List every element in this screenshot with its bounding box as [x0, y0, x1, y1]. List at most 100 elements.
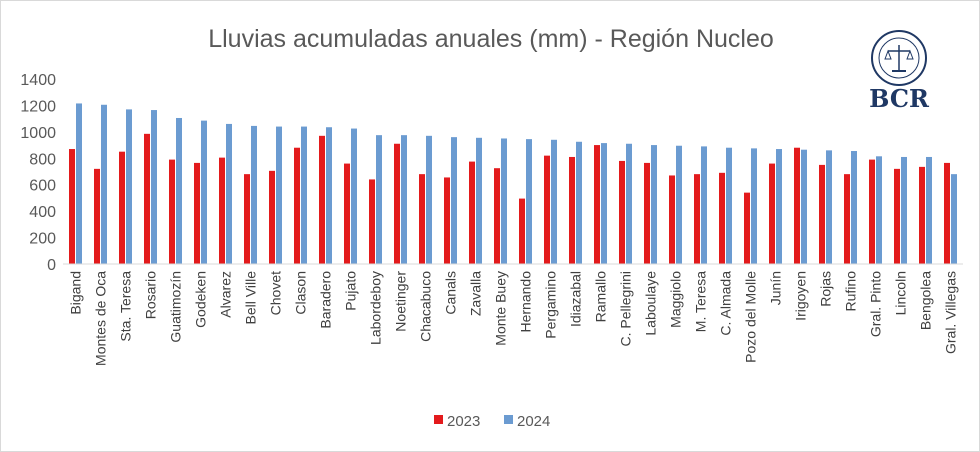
x-tick-label: Alvarez — [218, 271, 234, 318]
bar-2023-guatimoz-n — [169, 159, 175, 264]
y-tick-label: 1000 — [20, 125, 56, 142]
legend: 2023 2024 — [434, 413, 550, 430]
y-tick-label: 400 — [29, 204, 56, 221]
x-tick-label: Rosario — [143, 271, 159, 319]
legend-swatch-2023 — [434, 415, 443, 424]
bar-2023-pozo-del-molle — [744, 192, 750, 264]
y-axis: 0 200 400 600 800 1000 1200 1400 — [20, 72, 56, 274]
bar-2023-montes-de-oca — [94, 168, 100, 264]
bar-2024-rosario — [151, 110, 157, 264]
bar-2024-idiazabal — [576, 141, 582, 264]
bar-2023-idiazabal — [569, 156, 575, 264]
bar-2023-rosario — [144, 133, 150, 264]
bar-2023-baradero — [319, 135, 325, 264]
bar-2024-jun-n — [776, 149, 782, 264]
bar-2024-montes-de-oca — [101, 104, 107, 265]
x-tick-label: C. Almada — [718, 271, 734, 336]
y-tick-label: 200 — [29, 231, 56, 248]
bar-2024-chacabuco — [426, 135, 432, 264]
bars — [69, 103, 957, 265]
x-tick-label: C. Pellegrini — [618, 271, 634, 346]
x-tick-label: Monte Buey — [493, 271, 509, 346]
bar-2023-labordeboy — [369, 179, 375, 264]
bar-2023-chovet — [269, 170, 275, 264]
bar-2023-bell-ville — [244, 174, 250, 264]
x-tick-label: Labordeboy — [368, 271, 384, 345]
bar-2023-c-pellegrini — [619, 160, 625, 264]
bar-2024-bell-ville — [251, 125, 257, 265]
x-tick-label: Sta. Teresa — [118, 271, 134, 342]
bar-2024-gral-pinto — [876, 156, 882, 264]
x-tick-label: Pujato — [343, 271, 359, 311]
x-tick-label: Bell Ville — [243, 271, 259, 325]
y-tick-label: 800 — [29, 151, 56, 168]
bar-2024-labordeboy — [376, 135, 382, 264]
bar-2023-alvarez — [219, 157, 225, 264]
bar-2024-canals — [451, 137, 457, 264]
x-tick-label: Guatimozín — [168, 271, 184, 343]
bar-2024-rojas — [826, 150, 832, 264]
bar-2024-lincoln — [901, 156, 907, 264]
bar-2023-jun-n — [769, 163, 775, 264]
x-tick-label: Hernando — [518, 271, 534, 333]
bar-2024-bengolea — [926, 156, 932, 264]
chart-title: Lluvias acumuladas anuales (mm) - Región… — [208, 25, 774, 53]
x-tick-label: Pergamino — [543, 271, 559, 339]
legend-label-2023: 2023 — [447, 413, 480, 430]
bar-2024-noetinger — [401, 135, 407, 264]
bar-2024-bigand — [76, 103, 82, 264]
x-tick-label: Ramallo — [593, 271, 609, 323]
bar-2023-hernando — [519, 198, 525, 264]
bcr-logo-text: BCR — [869, 84, 930, 113]
x-tick-label: Canals — [443, 271, 459, 315]
x-tick-label: Gral. Villegas — [943, 271, 959, 354]
x-tick-label: Zavalla — [468, 271, 484, 316]
x-tick-label: Laboulaye — [643, 271, 659, 336]
bar-2024-pergamino — [551, 139, 557, 264]
bar-2024-ramallo — [601, 143, 607, 264]
bcr-logo: BCR — [869, 30, 930, 113]
bar-2023-chacabuco — [419, 174, 425, 264]
bar-2024-irigoyen — [801, 149, 807, 264]
bar-2023-bengolea — [919, 166, 925, 264]
x-tick-label: Godeken — [193, 271, 209, 328]
bar-2024-monte-buey — [501, 138, 507, 264]
bar-2024-clason — [301, 126, 307, 264]
bar-2024-zavalla — [476, 137, 482, 264]
x-tick-label: Bigand — [68, 271, 84, 315]
bar-2023-lincoln — [894, 168, 900, 264]
bar-2023-pergamino — [544, 155, 550, 264]
bar-2023-godeken — [194, 162, 200, 264]
bar-2023-gral-villegas — [944, 162, 950, 264]
bar-2024-c-pellegrini — [626, 143, 632, 264]
bar-2024-hernando — [526, 139, 532, 264]
bar-2023-zavalla — [469, 161, 475, 264]
x-tick-label: Chovet — [268, 271, 284, 315]
bar-2023-monte-buey — [494, 168, 500, 264]
x-tick-label: Pozo del Molle — [743, 271, 759, 363]
x-tick-label: Rufino — [843, 271, 859, 312]
x-tick-label: Noetinger — [393, 271, 409, 332]
legend-label-2024: 2024 — [517, 413, 550, 430]
x-tick-label: Lincoln — [893, 271, 909, 315]
legend-swatch-2024 — [504, 415, 513, 424]
bar-2023-rojas — [819, 164, 825, 264]
bar-2024-rufino — [851, 151, 857, 264]
bar-2023-laboulaye — [644, 162, 650, 264]
x-tick-label: M. Teresa — [693, 271, 709, 332]
bar-2023-rufino — [844, 174, 850, 264]
y-tick-label: 600 — [29, 178, 56, 195]
x-tick-label: Baradero — [318, 271, 334, 329]
x-tick-label: Irigoyen — [793, 271, 809, 321]
bar-2024-pozo-del-molle — [751, 148, 757, 264]
x-tick-label: Bengolea — [918, 271, 934, 330]
x-tick-label: Maggiolo — [668, 271, 684, 328]
bar-2024-chovet — [276, 126, 282, 264]
bar-2024-alvarez — [226, 123, 232, 264]
x-tick-label: Gral. Pinto — [868, 271, 884, 337]
bar-2023-irigoyen — [794, 147, 800, 264]
bar-2024-godeken — [201, 120, 207, 264]
x-tick-label: Rojas — [818, 271, 834, 307]
x-tick-label: Montes de Oca — [93, 271, 109, 366]
